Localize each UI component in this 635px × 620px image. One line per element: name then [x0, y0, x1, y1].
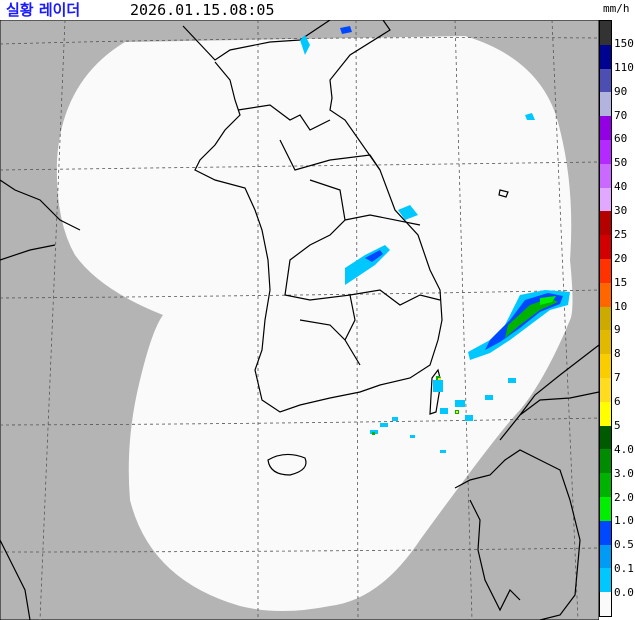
legend-label: 150: [614, 36, 634, 50]
rain-echoes: [300, 26, 570, 453]
legend-label: 3.0: [614, 466, 634, 480]
legend-label: 110: [614, 60, 634, 74]
legend-swatch: [600, 520, 611, 545]
legend-label: 10: [614, 299, 628, 313]
legend-swatch: [600, 354, 611, 378]
legend-swatch: [600, 568, 611, 593]
legend-swatch: [600, 92, 611, 117]
province-borders: [237, 104, 441, 366]
legend-swatch: [600, 401, 611, 426]
legend-swatch: [600, 258, 611, 283]
legend-swatch: [600, 211, 611, 236]
japan-kyushu: [454, 449, 581, 620]
legend-label: 50: [614, 156, 628, 170]
ulleung-island: [498, 189, 509, 198]
color-legend: [599, 20, 612, 617]
legend-label: 15: [614, 275, 628, 289]
legend-swatch: [600, 473, 611, 497]
legend-label: 5: [614, 418, 621, 432]
legend-swatch: [600, 44, 611, 69]
legend-label: 70: [614, 108, 628, 122]
legend-label: 90: [614, 84, 628, 98]
legend-label: 30: [614, 204, 628, 218]
legend-swatch: [600, 68, 611, 93]
legend-label: 25: [614, 227, 628, 241]
legend-label: 0.1: [614, 562, 634, 576]
japan-honshu: [499, 344, 599, 441]
legend-label: 60: [614, 132, 628, 146]
legend-swatch: [600, 139, 611, 164]
legend-swatch: [600, 377, 611, 402]
legend-swatch: [600, 187, 611, 212]
legend-swatch: [600, 330, 611, 355]
legend-label: 20: [614, 251, 628, 265]
legend-swatch: [600, 592, 611, 616]
legend-swatch: [600, 496, 611, 521]
tsushima: [429, 368, 442, 415]
legend-unit: mm/h: [603, 2, 630, 15]
legend-label: 8: [614, 347, 621, 361]
legend-swatch: [600, 425, 611, 450]
legend-label: 1.0: [614, 514, 634, 528]
page-title: 실황 레이더: [6, 1, 81, 19]
legend-swatch: [600, 544, 611, 569]
legend-label: 40: [614, 180, 628, 194]
legend-swatch: [600, 21, 611, 45]
china-coast: [0, 179, 81, 620]
radar-coverage: [56, 36, 573, 611]
legend-swatch: [600, 163, 611, 188]
legend-label: 0.5: [614, 538, 634, 552]
legend-label: 2.0: [614, 490, 634, 504]
jeju-island: [267, 453, 307, 476]
grid-lines: [0, 20, 599, 620]
legend-swatch: [600, 282, 611, 307]
legend-swatch: [600, 116, 611, 140]
legend-swatch: [600, 306, 611, 331]
legend-swatch: [600, 449, 611, 474]
legend-label: 0.0: [614, 586, 634, 600]
legend-label: 9: [614, 323, 621, 337]
legend-swatch: [600, 235, 611, 259]
radar-map[interactable]: [0, 20, 599, 620]
coastlines: [0, 20, 599, 620]
legend-label: 4.0: [614, 442, 634, 456]
legend-label: 6: [614, 395, 621, 409]
legend-label: 7: [614, 371, 621, 385]
timestamp: 2026.01.15.08:05: [130, 1, 275, 19]
